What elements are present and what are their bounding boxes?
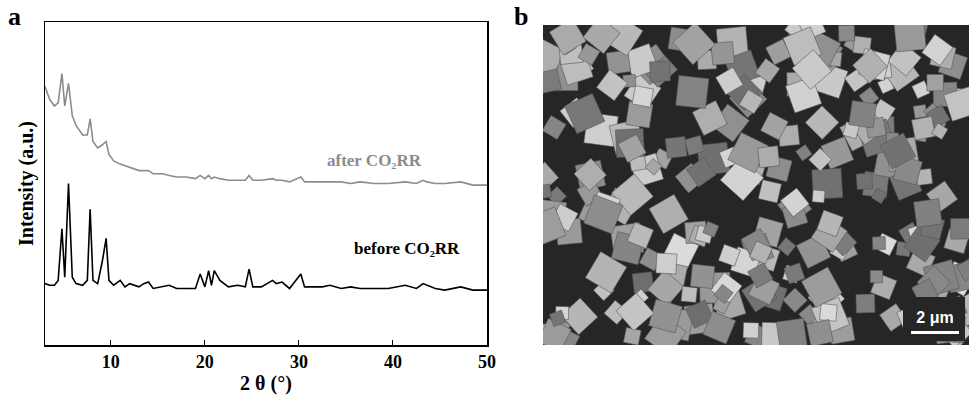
svg-text:2 μm: 2 μm <box>916 309 953 326</box>
svg-text:before CO₂RR: before CO₂RR <box>354 239 460 258</box>
svg-text:50: 50 <box>478 352 496 372</box>
html-text:b: b <box>514 2 529 31</box>
svg-text:40: 40 <box>384 352 402 372</box>
svg-text:20: 20 <box>196 352 214 372</box>
svg-text:2 θ (°): 2 θ (°) <box>240 372 292 395</box>
svg-text:after CO₂RR: after CO₂RR <box>327 151 422 170</box>
svg-text:10: 10 <box>102 352 120 372</box>
svg-text:30: 30 <box>290 352 308 372</box>
html-text:a: a <box>8 2 21 31</box>
svg-text:Intensity (a.u.): Intensity (a.u.) <box>15 121 38 246</box>
